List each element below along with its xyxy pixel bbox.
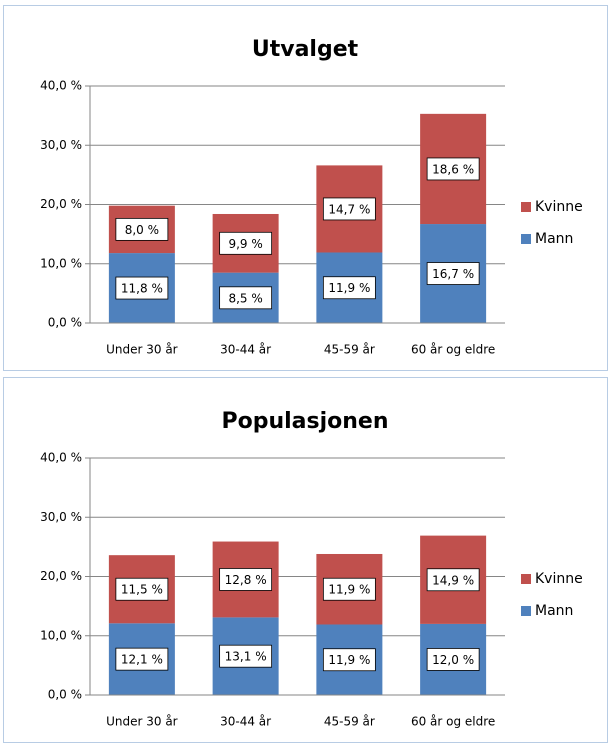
data-label-box (322, 197, 376, 221)
y-tick-label: 40,0 % (40, 451, 82, 465)
x-tick-label: 45-59 år (324, 343, 375, 357)
x-tick-label: 45-59 år (324, 715, 375, 729)
y-tick-label: 20,0 % (40, 197, 82, 211)
data-label: 14,9 % (432, 573, 474, 587)
legend-swatch (521, 234, 531, 244)
y-tick-label: 0,0 % (48, 688, 82, 702)
data-label-box (115, 276, 169, 300)
y-tick-label: 30,0 % (40, 138, 82, 152)
y-tick-label: 10,0 % (40, 628, 82, 642)
chart-title: Populasjonen (221, 409, 388, 434)
data-label-box (322, 276, 376, 300)
data-label: 12,8 % (225, 573, 267, 587)
data-label: 12,1 % (121, 653, 163, 667)
data-label: 11,9 % (328, 653, 370, 667)
data-label: 12,0 % (432, 653, 474, 667)
data-label-box (426, 648, 480, 671)
data-label-box (426, 157, 480, 181)
data-label: 11,5 % (121, 583, 163, 597)
data-label: 13,1 % (225, 650, 267, 664)
x-tick-label: 30-44 år (220, 343, 271, 357)
data-label: 9,9 % (228, 237, 262, 251)
data-label: 14,7 % (328, 202, 370, 216)
x-tick-label: 30-44 år (220, 715, 271, 729)
chart-frame (3, 377, 608, 743)
y-tick-label: 10,0 % (40, 256, 82, 270)
y-tick-label: 20,0 % (40, 569, 82, 583)
data-label: 11,8 % (121, 282, 163, 296)
data-label: 18,6 % (432, 162, 474, 176)
data-label: 8,5 % (228, 291, 262, 305)
data-label: 11,9 % (328, 583, 370, 597)
data-label-box (115, 577, 169, 601)
data-label-box (219, 568, 273, 591)
y-tick-label: 30,0 % (40, 510, 82, 524)
x-tick-label: 60 år og eldre (411, 715, 495, 729)
legend-swatch (521, 574, 531, 584)
legend-swatch (521, 202, 531, 212)
data-label-box (322, 648, 376, 672)
data-label: 11,9 % (328, 281, 370, 295)
x-tick-label: Under 30 år (106, 715, 178, 729)
chart-title: Utvalget (252, 37, 359, 62)
legend-label: Kvinne (535, 199, 583, 215)
data-label-box (322, 577, 376, 601)
data-label-box (115, 647, 169, 671)
legend-swatch (521, 606, 531, 616)
x-tick-label: Under 30 år (106, 343, 178, 357)
legend-label: Kvinne (535, 571, 583, 587)
chart-frame (3, 5, 608, 371)
data-label: 16,7 % (432, 267, 474, 281)
legend-label: Mann (535, 231, 573, 247)
data-label-box (426, 568, 480, 592)
y-tick-label: 0,0 % (48, 316, 82, 330)
data-label-box (219, 231, 273, 255)
data-label-box (219, 644, 273, 668)
x-tick-label: 60 år og eldre (411, 343, 495, 357)
legend-label: Mann (535, 603, 573, 619)
data-label-box (219, 286, 273, 310)
y-tick-label: 40,0 % (40, 79, 82, 93)
data-label-box (426, 262, 480, 285)
data-label-box (115, 217, 169, 241)
data-label: 8,0 % (125, 223, 159, 237)
